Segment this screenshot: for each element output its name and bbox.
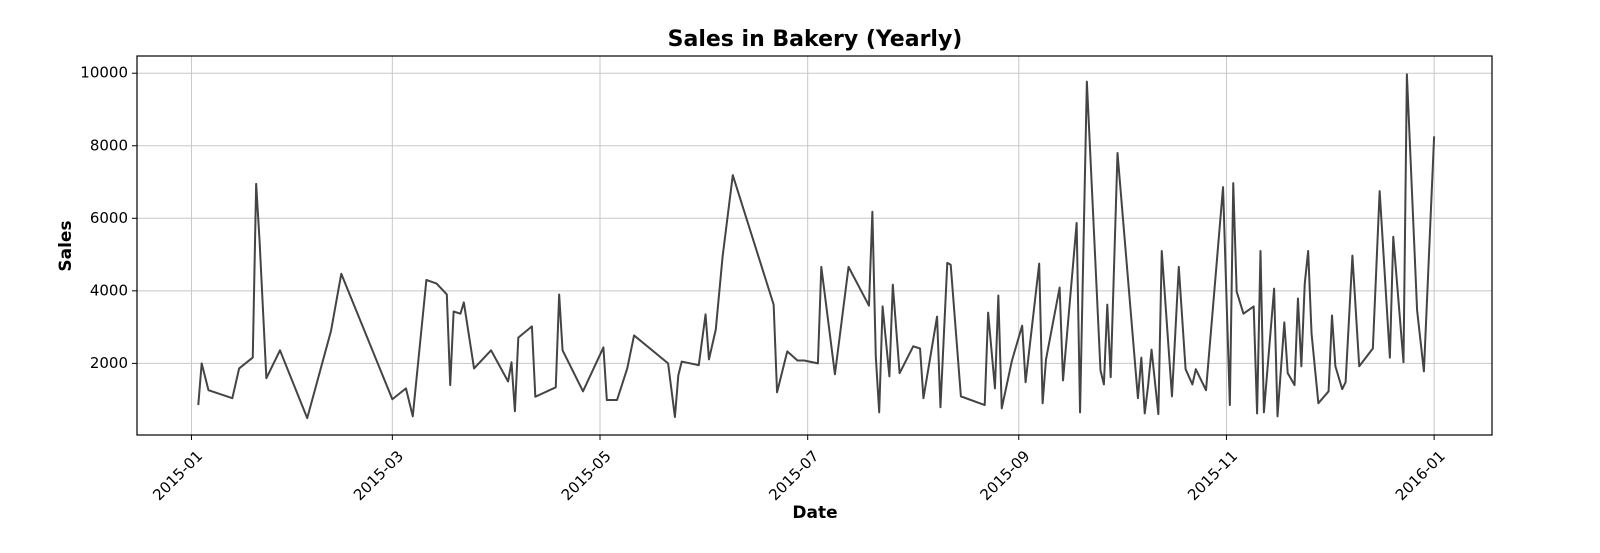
- x-tick-label: 2015-07: [765, 447, 822, 504]
- x-axis-label: Date: [792, 503, 837, 523]
- y-tick-label: 2000: [90, 354, 128, 372]
- y-tick-label: 4000: [90, 281, 128, 299]
- y-tick-label: 10000: [80, 64, 128, 82]
- x-tick-label: 2015-03: [350, 447, 407, 504]
- x-tick-label: 2015-01: [149, 447, 206, 504]
- y-tick-label: 8000: [90, 136, 128, 154]
- chart-title: Sales in Bakery (Yearly): [668, 27, 963, 52]
- x-tick-label: 2015-05: [558, 447, 615, 504]
- plot-frame: [136, 55, 1493, 436]
- x-tick-label: 2015-09: [976, 447, 1033, 504]
- data-line: [197, 73, 1436, 420]
- x-tick-label: 2016-01: [1392, 447, 1449, 504]
- x-tick-label: 2015-11: [1184, 447, 1241, 504]
- y-axis-label: Sales: [56, 220, 76, 271]
- y-tick-label: 6000: [90, 209, 128, 227]
